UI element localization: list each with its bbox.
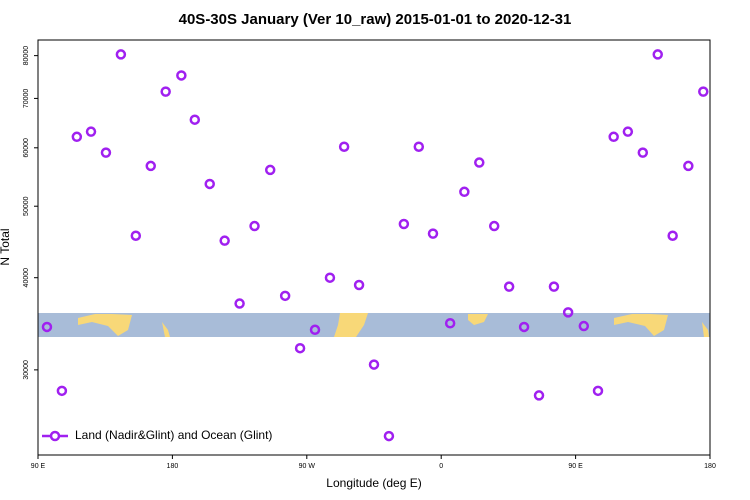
point [622, 126, 634, 137]
point [56, 385, 68, 397]
x-tick-label: 90 E [31, 463, 46, 470]
point [488, 220, 500, 232]
point [592, 385, 604, 397]
y-tick-label: 70000 [23, 89, 30, 109]
point [503, 281, 515, 292]
point [353, 279, 365, 291]
point [444, 317, 456, 329]
y-tick-label: 30000 [23, 360, 30, 380]
point [518, 321, 530, 333]
point [249, 220, 260, 232]
x-tick-label: 90 W [299, 463, 316, 470]
point [234, 298, 245, 309]
x-tick-label: 90 E [568, 463, 583, 470]
y-axis-label: N Total [0, 228, 12, 265]
point [145, 160, 156, 172]
legend-marker [49, 430, 61, 442]
point [413, 141, 425, 152]
y-tick-label: 40000 [23, 268, 30, 288]
y-tick-label: 60000 [23, 138, 30, 158]
point [324, 272, 336, 283]
point [160, 86, 171, 97]
point [427, 228, 439, 239]
point [85, 126, 97, 137]
point [578, 320, 590, 332]
x-tick-label: 180 [167, 463, 179, 470]
point [637, 147, 649, 158]
x-tick-label: 180 [704, 463, 716, 470]
point [279, 290, 291, 302]
point [698, 86, 709, 97]
chart-title: 40S-30S January (Ver 10_raw) 2015-01-01 … [179, 11, 572, 28]
point [100, 147, 112, 158]
point [176, 70, 187, 81]
y-tick-label: 50000 [23, 196, 30, 216]
legend-label: Land (Nadir&Glint) and Ocean (Glint) [75, 428, 272, 442]
y-tick-label: 80000 [23, 46, 30, 66]
point [459, 186, 470, 198]
x-axis-label: Longitude (deg E) [326, 476, 421, 490]
point [683, 160, 694, 172]
x-tick-label: 0 [439, 463, 443, 470]
point [189, 114, 201, 125]
point [667, 230, 678, 241]
point [338, 141, 350, 152]
point [533, 390, 545, 401]
point [71, 131, 83, 143]
plot-frame [37, 39, 711, 456]
point [115, 49, 127, 60]
point [264, 164, 276, 176]
point [548, 281, 560, 292]
point [368, 359, 380, 370]
point [474, 157, 485, 168]
point [294, 342, 306, 354]
point [608, 131, 619, 143]
point [398, 218, 410, 230]
point [652, 49, 663, 60]
point [41, 321, 53, 333]
map-strip [38, 313, 710, 337]
point [383, 430, 395, 442]
point [204, 178, 215, 190]
point [309, 324, 321, 336]
point [562, 307, 574, 318]
point [130, 230, 142, 241]
point [219, 235, 230, 246]
